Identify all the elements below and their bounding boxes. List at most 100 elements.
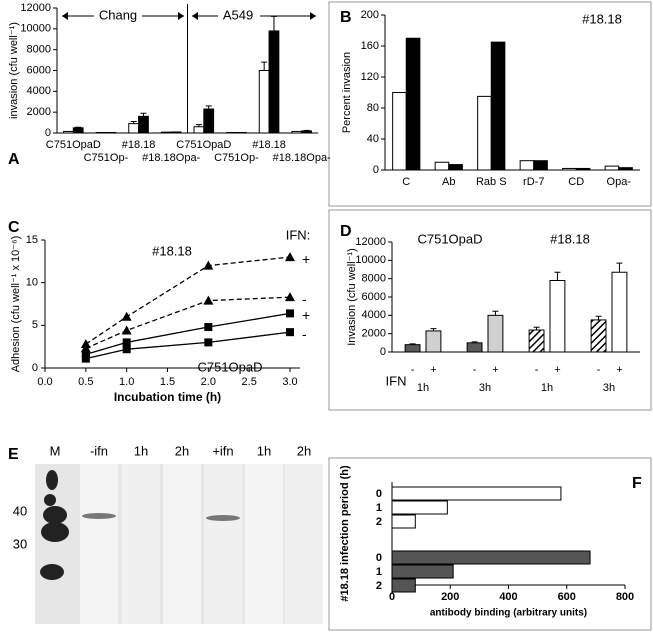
error-bar bbox=[492, 310, 499, 316]
y-tick-label: 0 bbox=[373, 164, 379, 176]
bar bbox=[235, 131, 247, 134]
line bbox=[85, 256, 291, 345]
error-bar bbox=[303, 129, 310, 131]
y-axis-label: Percent invasion bbox=[341, 52, 353, 133]
bar bbox=[128, 123, 140, 134]
x-tick-label: C751OpaD bbox=[176, 139, 231, 151]
error-bar bbox=[130, 121, 137, 124]
marker bbox=[122, 345, 131, 354]
y-tick-label: 0 bbox=[380, 346, 386, 358]
annotation: IFN: bbox=[286, 227, 311, 242]
series-label: + bbox=[302, 251, 310, 267]
error-bar bbox=[430, 328, 437, 331]
x-tick-label: C bbox=[402, 176, 410, 188]
bar bbox=[618, 167, 633, 171]
panel-letter: C bbox=[8, 219, 20, 236]
marker bbox=[204, 338, 213, 347]
annotation: C751OpaD bbox=[417, 231, 482, 246]
annotation: IFN bbox=[386, 373, 407, 388]
x-tick-label: C751Op- bbox=[84, 152, 129, 164]
x-tick-label: 3h bbox=[603, 382, 615, 394]
y-tick-label: 10 bbox=[26, 277, 38, 289]
bar bbox=[63, 130, 74, 134]
lane-label: M bbox=[50, 443, 61, 458]
x-tick-label: 0 bbox=[389, 591, 395, 603]
error-bar bbox=[140, 112, 147, 117]
bar bbox=[519, 160, 535, 171]
bar bbox=[391, 578, 416, 593]
bar bbox=[203, 108, 215, 134]
y-tick-label: 6000 bbox=[362, 291, 386, 303]
bar bbox=[268, 30, 280, 134]
error-bar bbox=[533, 326, 540, 330]
x-tick-label: C751OpaD bbox=[46, 139, 101, 151]
marker bbox=[203, 295, 214, 305]
series-label: + bbox=[302, 307, 310, 323]
bar bbox=[425, 330, 442, 353]
error-bar bbox=[195, 124, 202, 127]
y-tick-label: 2000 bbox=[362, 328, 386, 340]
bar bbox=[291, 130, 303, 134]
bar bbox=[391, 500, 448, 515]
lane-label: 2h bbox=[175, 443, 189, 458]
x-tick-label: Rab S bbox=[476, 176, 507, 188]
marker bbox=[122, 338, 131, 347]
x-axis-label: antibody binding (arbitrary units) bbox=[430, 608, 587, 619]
error-bar bbox=[75, 126, 82, 128]
panel-frame bbox=[328, 457, 652, 631]
bar bbox=[95, 131, 107, 134]
annotation: Chang bbox=[99, 7, 137, 22]
bar bbox=[391, 564, 454, 579]
panel-letter: D bbox=[340, 223, 352, 240]
x-tick-label: rD-7 bbox=[523, 176, 544, 188]
annotation: C751OpaD bbox=[197, 359, 262, 374]
x-tick-label: 200 bbox=[441, 591, 459, 603]
series-label: - bbox=[597, 364, 601, 376]
marker-label: 30 bbox=[13, 536, 27, 551]
annotation: #18.18 bbox=[152, 243, 192, 258]
marker-band bbox=[41, 522, 69, 542]
bar bbox=[392, 92, 407, 171]
x-axis-label: Incubation time (h) bbox=[114, 390, 221, 404]
bar bbox=[391, 550, 591, 565]
bar bbox=[193, 126, 205, 134]
x-tick-label: CD bbox=[568, 176, 584, 188]
x-tick-label: 3h bbox=[479, 382, 491, 394]
lane-label: -ifn bbox=[90, 443, 108, 458]
error-bar bbox=[616, 262, 623, 273]
series-label: - bbox=[473, 364, 477, 376]
y-tick-label: 8000 bbox=[362, 273, 386, 285]
annotation: #18.18 bbox=[582, 11, 622, 26]
error-bar bbox=[554, 271, 561, 281]
x-tick-label: 3.0 bbox=[282, 376, 297, 388]
series-label: + bbox=[430, 364, 436, 376]
y-tick-label: 15 bbox=[26, 234, 38, 246]
y-tick-label: 2000 bbox=[27, 106, 51, 118]
bar bbox=[562, 167, 577, 171]
series-label: + bbox=[554, 364, 560, 376]
y-tick-label: 12000 bbox=[20, 2, 51, 14]
marker-label: 40 bbox=[13, 503, 27, 518]
marker-band bbox=[40, 564, 64, 580]
x-tick-label: 1.0 bbox=[119, 376, 134, 388]
y-tick-label: 10000 bbox=[20, 23, 51, 35]
lane-label: 1h bbox=[134, 443, 148, 458]
marker bbox=[204, 323, 213, 332]
marker bbox=[286, 309, 294, 318]
error-bar bbox=[270, 15, 277, 31]
x-tick-label: #18.18 bbox=[122, 139, 156, 151]
lane bbox=[163, 464, 201, 624]
panel-letter: A bbox=[8, 151, 20, 168]
y-tick-label: 4000 bbox=[362, 309, 386, 321]
x-tick-label: 400 bbox=[499, 591, 517, 603]
x-tick-label: 1.5 bbox=[160, 376, 175, 388]
bar bbox=[105, 131, 117, 134]
band bbox=[82, 513, 116, 519]
bar bbox=[490, 41, 506, 171]
lane bbox=[204, 464, 242, 624]
series-label: - bbox=[302, 291, 307, 307]
x-tick-label: #18.18Opa- bbox=[142, 152, 200, 164]
y-tick-label: 1 bbox=[376, 566, 382, 578]
panel-letter: B bbox=[340, 9, 352, 26]
